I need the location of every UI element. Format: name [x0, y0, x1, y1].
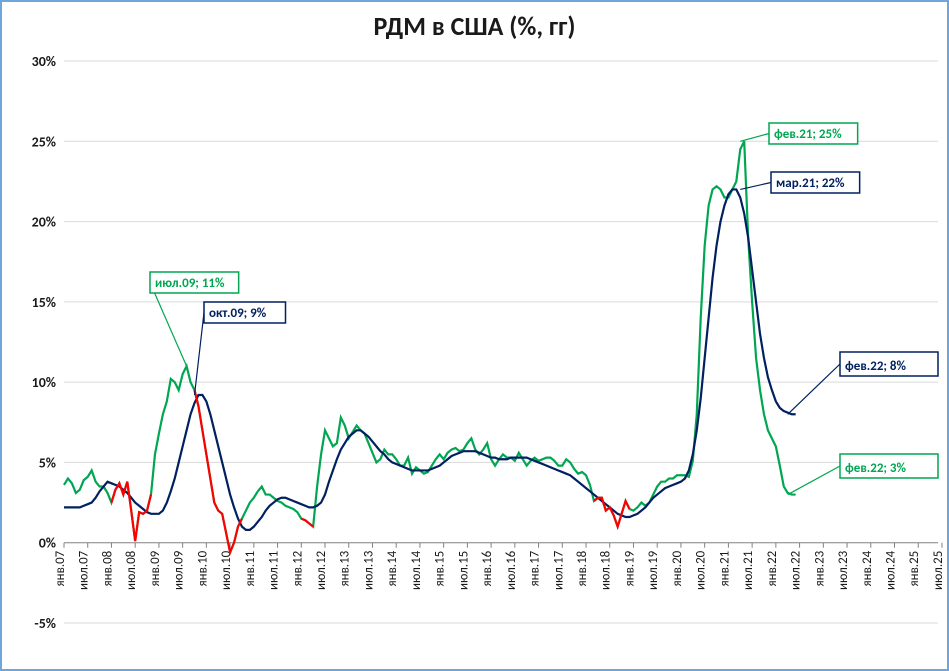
line-series-red-segment — [195, 390, 242, 552]
x-tick-label: янв.23 — [812, 550, 827, 586]
x-tick-label: июл.10 — [219, 550, 234, 590]
x-tick-label: янв.24 — [860, 550, 875, 586]
x-tick-label: янв.14 — [385, 550, 400, 586]
x-tick-label: янв.18 — [575, 550, 590, 586]
callout-label: мар.21; 22% — [776, 176, 845, 191]
x-tick-label: июл.22 — [789, 550, 804, 590]
y-tick-label: 0% — [39, 535, 56, 552]
x-tick-label: янв.07 — [53, 550, 68, 586]
chart-svg: -5% 0% 5% 10% 15% 20% 25% 30% янв.07 июл.07 янв.08… — [2, 2, 947, 669]
line-series-green — [64, 141, 796, 552]
y-tick-label: 25% — [32, 133, 56, 150]
x-tick-label: янв.09 — [148, 550, 163, 586]
x-tick-label: июл.19 — [646, 550, 661, 590]
y-tick-label: 5% — [39, 454, 56, 471]
x-tick-label: июл.14 — [409, 550, 424, 590]
chart-container: РДМ в США (%, гг) -5%0%5%10%15%20%25%30%… — [0, 0, 949, 671]
y-tick-label: 15% — [32, 294, 56, 311]
x-tick-label: янв.12 — [290, 550, 305, 586]
x-tick-label: янв.21 — [717, 551, 732, 587]
line-series-navy — [64, 189, 796, 529]
callout-label: фев.22; 8% — [845, 359, 907, 374]
x-tick-label: янв.11 — [243, 551, 258, 587]
x-tick-label: июл.09 — [172, 550, 187, 590]
x-tick-label: июл.12 — [314, 550, 329, 590]
line-series-red-segment — [594, 498, 630, 527]
x-tick-label: июл.08 — [124, 550, 139, 590]
x-tick-label: июл.25 — [931, 551, 946, 590]
x-tick-label: янв.25 — [907, 551, 922, 587]
line-series-red-segment — [301, 519, 313, 527]
y-tick-label: 20% — [32, 214, 56, 231]
x-tick-label: янв.17 — [528, 550, 543, 586]
x-tick-label: июл.17 — [551, 550, 566, 590]
line-series-red-segment — [111, 482, 151, 541]
x-tick-label: июл.20 — [694, 550, 709, 590]
y-tick-label: -5% — [34, 615, 56, 632]
x-tick-label: янв.20 — [670, 550, 685, 586]
callout-leader — [788, 466, 840, 495]
x-tick-label: июл.18 — [599, 550, 614, 590]
y-tick-label: 10% — [32, 374, 56, 391]
x-tick-label: июл.07 — [77, 550, 92, 590]
callout-leader — [740, 134, 769, 142]
x-tick-label: июл.16 — [504, 550, 519, 590]
x-tick-label: июл.21 — [741, 551, 756, 590]
x-tick-label: янв.19 — [622, 550, 637, 586]
y-tick-label: 30% — [32, 53, 56, 70]
x-tick-label: июл.13 — [361, 550, 376, 590]
x-tick-label: июл.15 — [456, 551, 471, 590]
callout-label: фев.21; 25% — [774, 127, 842, 142]
x-tick-label: июл.23 — [836, 550, 851, 590]
x-tick-label: янв.10 — [195, 550, 210, 586]
callout-leader — [150, 283, 187, 367]
callout-label: июл.09; 11% — [155, 276, 225, 291]
callout-label: фев.22; 3% — [845, 461, 907, 476]
x-tick-label: янв.13 — [338, 550, 353, 586]
x-tick-label: янв.08 — [100, 550, 115, 586]
x-tick-label: июл.24 — [883, 550, 898, 590]
x-tick-label: июл.11 — [267, 551, 282, 590]
x-tick-label: янв.15 — [433, 551, 448, 587]
x-tick-label: янв.16 — [480, 550, 495, 586]
callout-label: окт.09; 9% — [209, 306, 267, 321]
callout-leader — [788, 364, 840, 414]
x-tick-label: янв.22 — [765, 550, 780, 586]
